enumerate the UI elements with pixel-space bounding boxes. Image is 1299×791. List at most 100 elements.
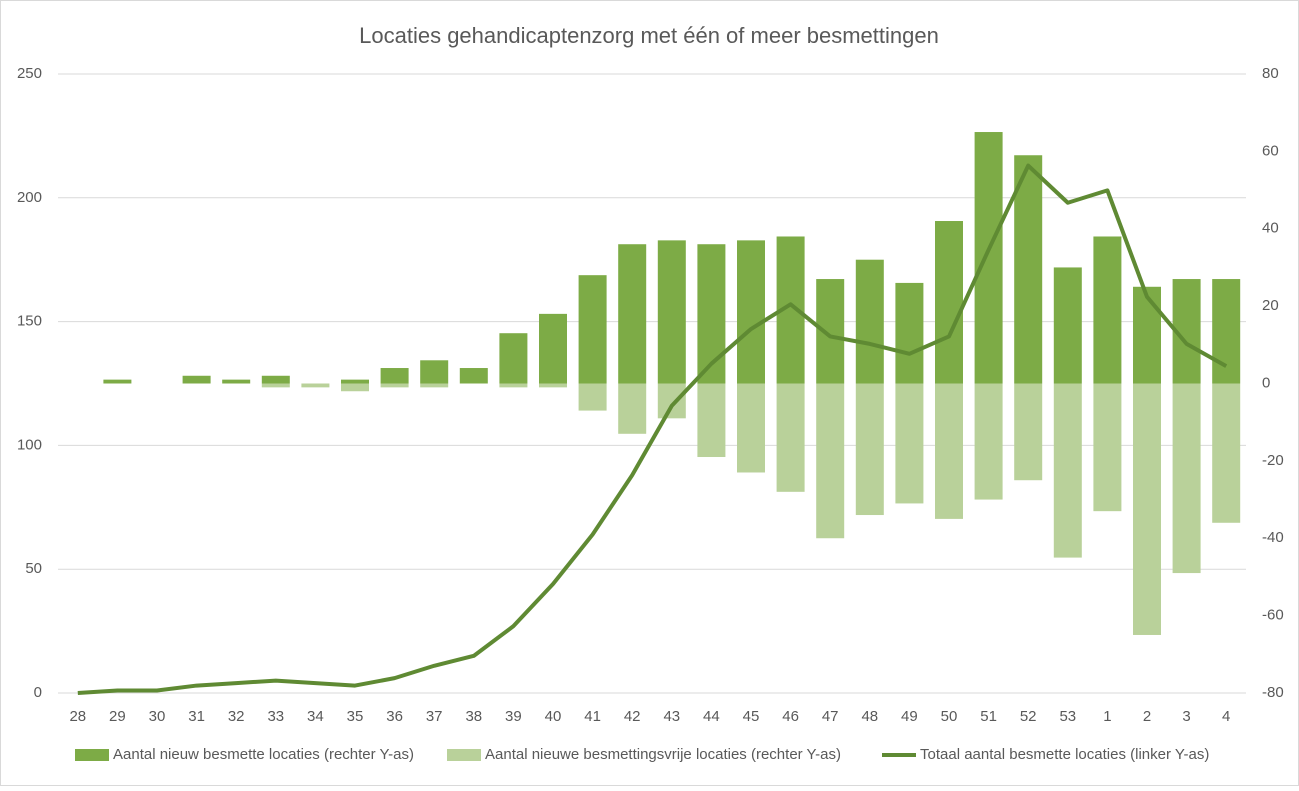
x-tick-label: 42 — [624, 708, 641, 725]
x-tick-label: 38 — [465, 708, 482, 725]
y-tick-label: 150 — [17, 313, 42, 330]
bar — [1093, 236, 1122, 384]
bar — [1133, 383, 1161, 635]
y2-tick-label: 80 — [1262, 65, 1279, 82]
x-tick-label: 30 — [149, 708, 166, 725]
x-tick-label: 1 — [1103, 708, 1111, 725]
legend-label: Aantal nieuw besmette locaties (rechter … — [113, 746, 414, 763]
bar — [539, 383, 567, 388]
x-tick-label: 32 — [228, 708, 245, 725]
x-tick-label: 47 — [822, 708, 839, 725]
bar — [657, 240, 686, 384]
y-tick-label: 50 — [25, 560, 42, 577]
bar — [816, 279, 845, 384]
bar — [737, 240, 765, 384]
y-tick-label: 0 — [34, 684, 42, 701]
x-tick-label: 45 — [743, 708, 760, 725]
bar — [1014, 383, 1043, 481]
x-tick-label: 34 — [307, 708, 324, 725]
bar — [618, 244, 647, 384]
bar — [380, 368, 409, 384]
bar — [261, 375, 290, 384]
x-tick-label: 33 — [267, 708, 284, 725]
x-tick-label: 41 — [584, 708, 601, 725]
x-tick-label: 40 — [545, 708, 562, 725]
y2-tick-label: 60 — [1262, 142, 1279, 159]
bar — [1212, 383, 1241, 523]
bar — [657, 383, 686, 419]
y2-tick-label: -60 — [1262, 607, 1284, 624]
bar — [499, 333, 528, 384]
bar — [539, 313, 567, 384]
x-tick-label: 48 — [861, 708, 878, 725]
bar — [895, 383, 924, 504]
chart-title: Locaties gehandicaptenzorg met één of me… — [359, 23, 939, 48]
x-tick-label: 36 — [386, 708, 403, 725]
y-tick-label: 250 — [17, 65, 42, 82]
x-tick-label: 3 — [1182, 708, 1190, 725]
y2-tick-label: 20 — [1262, 297, 1279, 314]
bar — [935, 221, 963, 384]
bar — [499, 383, 528, 388]
x-tick-label: 46 — [782, 708, 799, 725]
bar — [855, 383, 884, 516]
y-tick-label: 100 — [17, 436, 42, 453]
bar — [1053, 267, 1082, 384]
bar — [222, 379, 251, 384]
y2-tick-label: -80 — [1262, 684, 1284, 701]
legend-label: Aantal nieuwe besmettingsvrije locaties … — [485, 746, 841, 763]
bar — [341, 379, 369, 384]
bar — [182, 375, 211, 384]
bar — [974, 132, 1003, 384]
y2-tick-label: -20 — [1262, 452, 1284, 469]
bar — [380, 383, 409, 388]
x-tick-label: 53 — [1059, 708, 1076, 725]
x-tick-label: 35 — [347, 708, 364, 725]
legend-label: Totaal aantal besmette locaties (linker … — [920, 746, 1209, 763]
x-tick-label: 49 — [901, 708, 918, 725]
x-tick-label: 29 — [109, 708, 126, 725]
bar — [618, 383, 647, 434]
bar — [420, 383, 449, 388]
y2-tick-label: 40 — [1262, 220, 1279, 237]
bar — [103, 379, 132, 384]
bar — [974, 383, 1003, 500]
bar — [1133, 286, 1161, 384]
bar — [1212, 279, 1241, 384]
bar — [1053, 383, 1082, 558]
x-tick-label: 52 — [1020, 708, 1037, 725]
bar — [855, 259, 884, 384]
x-tick-label: 50 — [941, 708, 958, 725]
bar — [935, 383, 963, 519]
y-tick-label: 200 — [17, 189, 42, 206]
bar — [737, 383, 765, 473]
bar — [420, 360, 449, 384]
bar — [1172, 383, 1201, 574]
bar — [341, 383, 369, 392]
x-tick-label: 37 — [426, 708, 443, 725]
x-tick-label: 31 — [188, 708, 205, 725]
bar — [776, 383, 805, 492]
x-tick-label: 39 — [505, 708, 522, 725]
legend-marker — [75, 749, 109, 761]
x-tick-label: 4 — [1222, 708, 1230, 725]
bar — [816, 383, 845, 539]
x-tick-label: 43 — [663, 708, 680, 725]
bar — [697, 383, 726, 458]
x-tick-label: 2 — [1143, 708, 1151, 725]
bar — [895, 282, 924, 384]
bar — [578, 275, 607, 384]
bar — [301, 383, 330, 388]
y2-tick-label: 0 — [1262, 374, 1270, 391]
bar — [261, 383, 290, 388]
x-tick-label: 28 — [69, 708, 86, 725]
bar — [1014, 155, 1043, 384]
bar — [459, 368, 488, 384]
line — [77, 163, 1228, 695]
x-tick-label: 51 — [980, 708, 997, 725]
bar — [697, 244, 726, 384]
y2-tick-label: -40 — [1262, 529, 1284, 546]
bar — [578, 383, 607, 411]
